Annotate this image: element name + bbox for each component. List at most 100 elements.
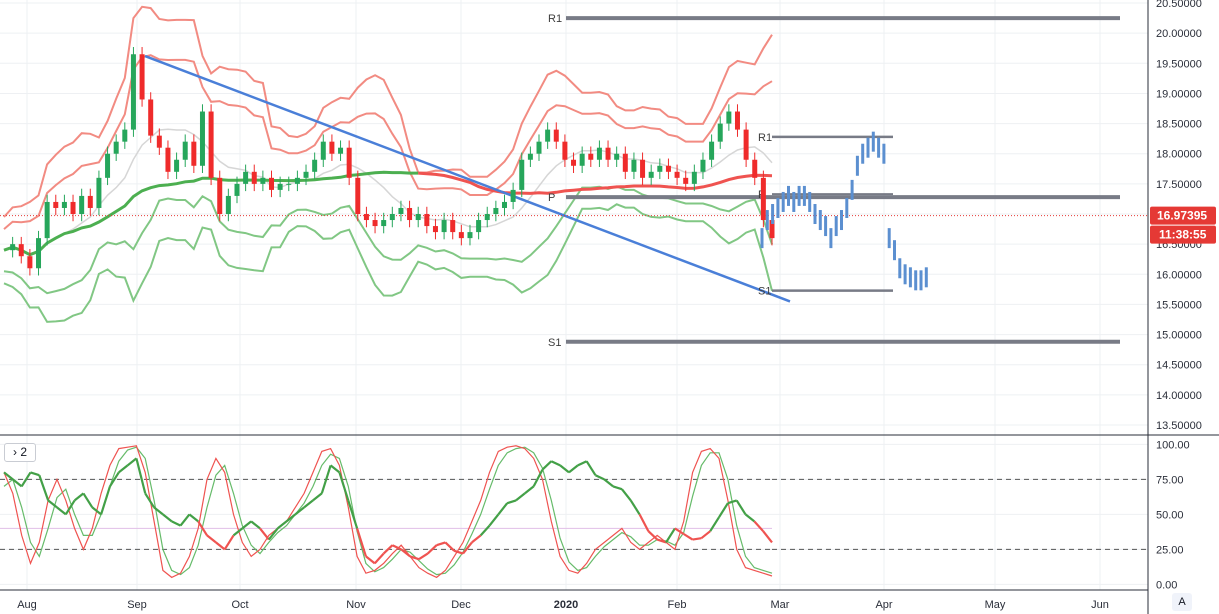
oscillator-toggle-button[interactable]: › 2 — [4, 443, 36, 462]
candle-bear — [571, 159, 577, 166]
price-axis-tick: 18.50000 — [1156, 119, 1202, 131]
projection-bar — [861, 143, 865, 164]
osc-main-segment — [82, 492, 94, 508]
osc-main-segment — [418, 552, 429, 561]
osc-axis-tick: 100.00 — [1156, 439, 1190, 451]
osc-main-segment — [462, 541, 473, 555]
candle-bull — [657, 165, 663, 172]
candle-bull — [441, 220, 447, 233]
candle-bull — [709, 141, 715, 160]
osc-main-segment — [647, 530, 658, 541]
candle-bear — [217, 177, 223, 215]
trendline[interactable] — [144, 54, 791, 303]
last-price-tag-text: 16.97395 — [1157, 209, 1207, 223]
candle-bull — [294, 177, 300, 184]
projection-bar — [829, 228, 833, 249]
candle-bull — [243, 171, 249, 184]
candle-bear — [208, 111, 214, 178]
level-r1-major-label: R1 — [548, 13, 562, 25]
countdown-tag-text: 11:38:55 — [1159, 228, 1207, 242]
candle-bear — [53, 201, 59, 208]
candle-bull — [726, 111, 732, 124]
bollinger-bands — [3, 5, 773, 323]
candlesticks — [10, 47, 775, 276]
descending-trendline — [144, 54, 791, 303]
candle-bull — [493, 207, 499, 215]
osc-main-segment — [135, 458, 147, 494]
candle-bull — [381, 220, 387, 227]
osc-main-segment — [162, 513, 173, 523]
price-axis-tick: 15.00000 — [1156, 330, 1202, 342]
price-axis-tick: 16.00000 — [1156, 269, 1202, 281]
level-s1-minor-label: S1 — [758, 286, 771, 298]
osc-main-segment — [320, 465, 332, 494]
osc-main-segment — [267, 527, 279, 541]
projection-bar — [781, 191, 785, 212]
osc-main-segment — [365, 555, 376, 565]
projection-bar — [818, 210, 822, 231]
osc-main-segment — [382, 544, 394, 555]
candle-bear — [752, 159, 758, 178]
time-axis-tick: Dec — [451, 599, 471, 611]
projection-bar — [893, 240, 896, 261]
level-s1-major-label: S1 — [548, 337, 561, 349]
osc-main-segment — [312, 492, 323, 502]
osc-main-segment — [250, 520, 261, 530]
osc-main-segment — [285, 513, 296, 523]
osc-main-segment — [665, 527, 676, 543]
auto-scale-button[interactable]: A — [1172, 593, 1192, 611]
candle-bull — [501, 201, 507, 208]
osc-main-segment — [656, 538, 667, 544]
price-axis-tick: 13.50000 — [1156, 420, 1202, 432]
osc-fast-line — [3, 445, 773, 579]
osc-main-segment — [118, 464, 129, 474]
osc-main-segment — [603, 478, 614, 488]
countdown-tag — [1150, 225, 1216, 244]
candle-bear — [553, 129, 559, 142]
osc-main-segment — [744, 513, 756, 523]
ma-long-red — [418, 171, 773, 195]
price-axis-tick: 19.50000 — [1156, 58, 1202, 70]
candle-bear — [605, 147, 611, 160]
osc-main-segment — [541, 460, 553, 471]
candle-bull — [96, 177, 102, 208]
candle-bull — [510, 189, 516, 202]
osc-main-segment — [692, 537, 702, 541]
candle-bull — [61, 201, 67, 208]
projection-bar — [914, 270, 918, 291]
osc-main-segment — [64, 499, 76, 515]
candle-bear — [139, 54, 145, 100]
candle-bear — [588, 153, 594, 160]
candle-bear — [734, 111, 740, 130]
candle-bear — [424, 214, 430, 227]
candle-bull — [717, 123, 723, 142]
candle-bear — [156, 135, 162, 148]
time-axis-tick: Mar — [771, 599, 790, 611]
candle-bear — [562, 141, 568, 160]
candle-bear — [329, 141, 335, 154]
candle-bull — [36, 238, 42, 269]
candle-bull — [476, 220, 482, 233]
osc-main-segment — [497, 502, 509, 516]
osc-main-segment — [47, 499, 58, 509]
candle-bull — [579, 153, 585, 166]
osc-main-segment — [577, 460, 588, 467]
osc-main-segment — [436, 541, 446, 547]
osc-main-segment — [515, 492, 526, 502]
candle-bull — [596, 147, 602, 160]
candle-bear — [450, 220, 456, 233]
osc-main-segment — [471, 534, 482, 544]
projection-bar — [898, 258, 902, 279]
candle-bear — [683, 177, 689, 184]
candle-bull — [79, 195, 85, 215]
candle-bull — [484, 214, 490, 221]
pivot-levels: R1S1PR1S1R — [0, 13, 1148, 349]
projection-bar — [924, 267, 928, 288]
projection-bar — [903, 264, 907, 285]
projection-bar — [877, 137, 881, 158]
osc-main-segment — [223, 534, 235, 550]
candle-bull — [105, 153, 111, 178]
projection-bar — [834, 216, 838, 237]
